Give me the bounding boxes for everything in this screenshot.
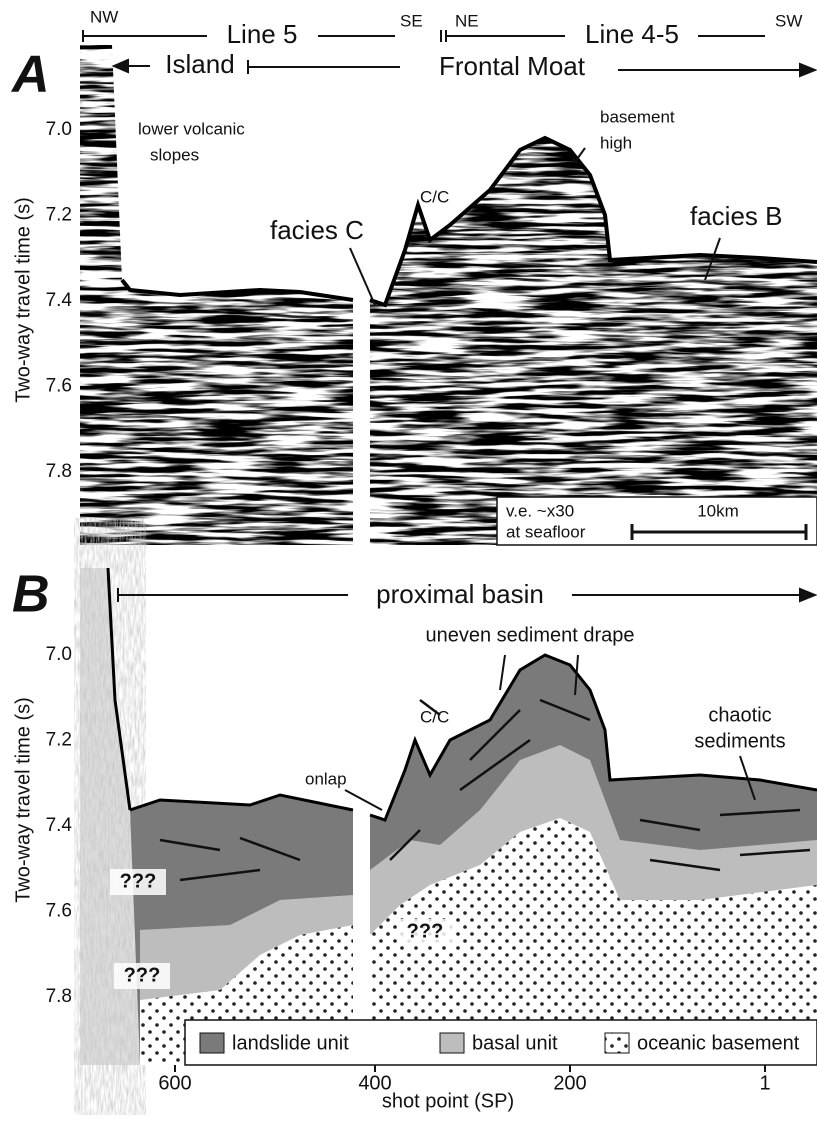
header-se: SE (400, 11, 423, 30)
label-proximal-basin: proximal basin (376, 579, 544, 609)
unknown-label: ??? (407, 920, 444, 942)
label-high: high (600, 133, 632, 152)
panel-letter: B (12, 566, 50, 624)
y-tick-label: 7.4 (46, 290, 73, 311)
label-sediments: sediments (694, 730, 785, 752)
leaders (349, 147, 721, 306)
header-line45: Line 4-5 (585, 19, 679, 49)
header (82, 30, 765, 42)
unknown-label: ??? (124, 964, 161, 986)
y-tick-label: 7.6 (46, 901, 72, 922)
legend (184, 1019, 817, 1066)
arrows (117, 587, 817, 603)
y-axis-label: Two-way travel time (s) (12, 697, 34, 903)
x-axis-label: shot point (SP) (382, 1090, 514, 1112)
scale-length: 10km (697, 501, 739, 520)
header-nw: NW (90, 7, 118, 26)
x-tick-label: 400 (358, 1072, 391, 1094)
header-ne: NE (455, 11, 479, 30)
leaders (344, 654, 756, 811)
y-tick-label: 7.0 (46, 119, 72, 140)
y-axis-label: Two-way travel time (s) (12, 197, 34, 403)
label-slopes: slopes (150, 145, 199, 164)
label-cc: C/C (420, 187, 449, 206)
label-lower-volcanic: lower volcanic (138, 119, 245, 138)
legend-label: oceanic basement (637, 1032, 800, 1054)
scale-seafloor: at seafloor (506, 522, 586, 541)
y-tick-label: 7.2 (46, 730, 72, 751)
seafloor-reflector (120, 135, 817, 308)
header-sw: SW (775, 11, 802, 30)
y-tick-label: 7.8 (46, 461, 72, 482)
legend-label: landslide unit (232, 1032, 349, 1054)
x-tick-label: 1 (759, 1072, 770, 1094)
label-uneven: uneven sediment drape (425, 624, 634, 646)
x-tick-label: 600 (158, 1072, 191, 1094)
label-cc-b: C/C (420, 707, 449, 726)
legend-swatch (604, 1032, 630, 1054)
label-onlap: onlap (305, 769, 347, 788)
y-tick-label: 7.4 (46, 815, 73, 836)
header-line5: Line 5 (227, 19, 298, 49)
x-tick-label: 200 (553, 1072, 586, 1094)
unknown-box (114, 963, 170, 989)
y-tick-label: 7.2 (46, 205, 72, 226)
label-frontal-moat: Frontal Moat (439, 51, 586, 81)
legend-swatch (199, 1032, 225, 1054)
legend-label: basal unit (472, 1032, 558, 1054)
label-island: Island (165, 49, 234, 79)
legend-swatch (439, 1032, 465, 1054)
unknown-box (397, 919, 453, 945)
unknown-label: ??? (120, 870, 157, 892)
scale-ve: v.e. ~x30 (506, 501, 574, 520)
scale-box (496, 496, 817, 546)
y-tick-label: 7.6 (46, 376, 72, 397)
scale-bar (630, 524, 808, 540)
label-basement: basement (600, 107, 675, 126)
label-facies-c: facies C (270, 215, 364, 245)
y-tick-label: 7.8 (46, 986, 72, 1007)
label-chaotic: chaotic (708, 704, 771, 726)
arrows (111, 58, 817, 78)
y-tick-label: 7.0 (46, 644, 72, 665)
unknown-box (110, 869, 166, 895)
label-facies-b: facies B (690, 201, 783, 231)
panel-letter: A (10, 46, 50, 104)
